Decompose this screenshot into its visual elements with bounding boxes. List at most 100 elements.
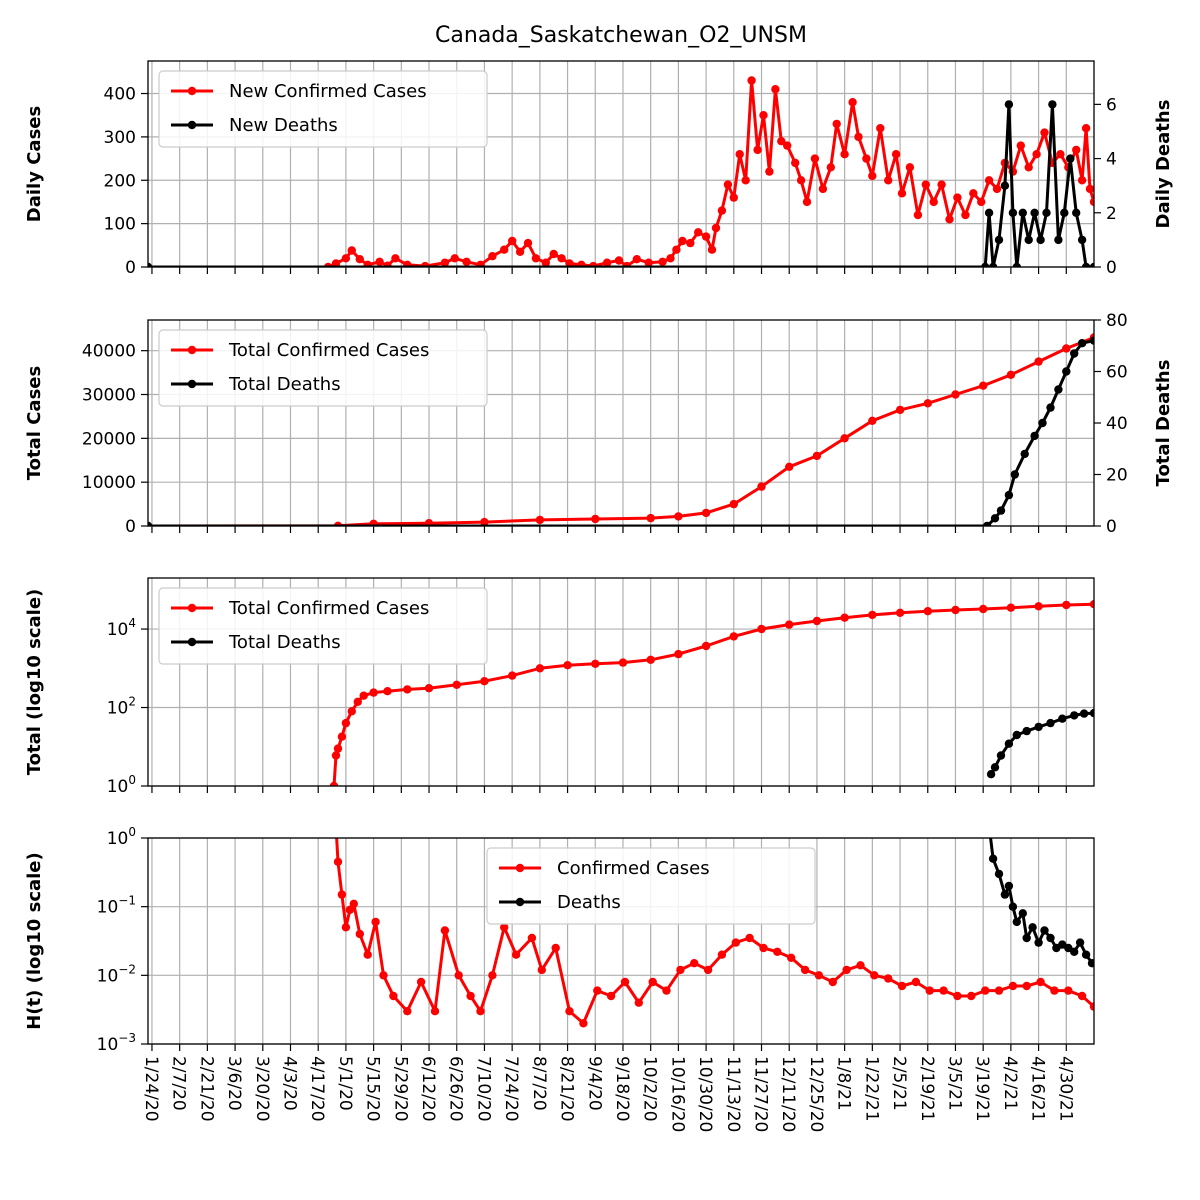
data-point-3-0-19 (500, 923, 509, 932)
data-point-1-1-3 (996, 506, 1006, 515)
data-point-2-0-29 (923, 607, 932, 616)
data-point-1-0-21 (1034, 357, 1043, 366)
data-point-0-0-28 (602, 258, 612, 267)
data-point-3-0-14 (440, 926, 450, 935)
data-point-2-0-3 (337, 732, 347, 741)
data-point-0-1-21 (1089, 262, 1094, 267)
data-point-1-1-6 (1020, 449, 1029, 459)
legend-swatch-marker-3-1 (515, 897, 525, 907)
data-point-2-1-5 (1022, 726, 1031, 736)
data-point-0-0-31 (632, 255, 641, 264)
data-point-0-1-4 (994, 235, 1004, 245)
data-point-0-0-54 (791, 158, 800, 168)
data-point-3-1-5 (1008, 902, 1018, 911)
ytick-label-0-0: 0 (125, 258, 136, 278)
y-axis-title-right-0: Daily Deaths (1153, 100, 1174, 229)
legend-box-2 (158, 587, 488, 665)
ytick-label-3-1: 10−2 (97, 962, 136, 986)
ytick-label-3-2: 10−1 (97, 894, 136, 918)
data-point-1-0-13 (812, 451, 822, 461)
y-axis-title-3: H(t) (log10 scale) (24, 852, 45, 1030)
xtick-label-14: 8/7/20 (529, 1056, 549, 1111)
data-point-0-0-79 (977, 197, 986, 207)
data-point-2-0-13 (480, 677, 489, 686)
data-point-0-1-18 (1072, 208, 1081, 217)
legend-swatch-marker-2-0 (187, 603, 197, 613)
data-point-0-0-51 (771, 85, 780, 94)
data-point-3-0-45 (856, 961, 865, 970)
data-point-1-1-8 (1038, 418, 1047, 428)
data-point-0-0-18 (508, 236, 517, 246)
data-point-0-0-50 (765, 167, 774, 176)
data-point-3-0-41 (800, 965, 810, 975)
data-point-2-0-28 (895, 608, 905, 617)
data-point-0-0-12 (440, 258, 450, 267)
xtick-label-10: 6/12/20 (418, 1056, 438, 1122)
xtick-label-17: 9/18/20 (612, 1056, 632, 1122)
data-point-3-0-57 (1022, 981, 1031, 991)
data-point-0-0-91 (1072, 145, 1081, 155)
data-point-1-0-19 (979, 381, 988, 390)
xtick-label-0: 1/24/20 (141, 1056, 161, 1122)
data-point-1-1-1 (982, 521, 992, 526)
data-point-0-0-48 (753, 145, 762, 155)
legend-box-0 (158, 70, 488, 148)
data-point-0-0-33 (658, 257, 667, 266)
data-point-0-0-93 (1081, 124, 1091, 133)
data-point-3-0-48 (897, 981, 907, 991)
data-point-0-0-19 (515, 247, 525, 256)
data-point-2-1-4 (1012, 730, 1021, 740)
data-point-3-0-52 (953, 991, 962, 1001)
data-point-1-0-12 (785, 462, 794, 471)
data-point-2-0-31 (979, 604, 988, 614)
legend-box-1 (158, 329, 488, 407)
legend-swatch-marker-0-1 (187, 120, 197, 130)
data-point-0-0-53 (783, 141, 792, 150)
legend-label-3-1: Deaths (557, 892, 621, 913)
ytick-label-1-0: 0 (125, 517, 136, 537)
data-point-3-0-43 (828, 977, 837, 987)
data-point-3-1-10 (1034, 938, 1043, 947)
data-point-3-0-25 (579, 1019, 588, 1028)
legend-swatch-marker-0-0 (187, 86, 197, 96)
data-point-0-0-46 (741, 176, 750, 185)
data-point-3-0-26 (593, 986, 602, 995)
xtick-label-29: 3/5/21 (944, 1056, 964, 1111)
data-point-3-0-62 (1089, 1002, 1094, 1011)
ytick-right-label-0-2: 4 (1106, 150, 1117, 170)
xtick-label-15: 8/21/20 (557, 1056, 577, 1122)
data-point-0-0-34 (666, 254, 675, 263)
data-point-2-1-10 (1079, 709, 1089, 718)
data-point-0-0-55 (796, 176, 806, 185)
data-point-3-0-39 (773, 947, 782, 956)
data-point-2-1-6 (1034, 722, 1043, 732)
data-point-1-0-8 (674, 512, 683, 521)
data-point-2-0-35 (1089, 600, 1094, 609)
xtick-label-6: 4/17/20 (307, 1056, 327, 1122)
data-point-1-0-4 (480, 517, 489, 526)
data-point-2-0-9 (383, 687, 392, 696)
data-point-2-0-19 (646, 655, 655, 664)
data-point-1-0-5 (535, 515, 545, 525)
data-point-0-0-37 (686, 238, 695, 248)
xtick-label-30: 3/19/21 (972, 1056, 992, 1122)
y-axis-title-0: Daily Cases (24, 106, 45, 222)
xtick-label-32: 4/16/21 (1028, 1056, 1048, 1122)
data-point-0-1-17 (1066, 154, 1075, 163)
data-point-0-0-17 (500, 245, 509, 254)
ytick-right-label-1-0: 0 (1106, 517, 1117, 537)
data-point-0-0-73 (929, 197, 938, 207)
data-point-3-0-30 (648, 977, 657, 987)
data-point-0-0-5 (355, 255, 364, 264)
data-point-2-0-6 (353, 697, 362, 706)
data-point-3-0-0 (332, 822, 340, 830)
data-point-0-0-72 (921, 180, 930, 189)
data-point-3-0-35 (717, 950, 727, 959)
xtick-label-1: 2/7/20 (169, 1056, 189, 1111)
data-point-1-1-14 (1089, 336, 1094, 345)
data-point-0-0-7 (375, 257, 384, 266)
data-point-3-1-3 (1000, 890, 1010, 899)
data-point-0-0-42 (717, 206, 727, 215)
data-point-0-0-58 (818, 184, 828, 194)
data-point-0-0-62 (848, 98, 857, 107)
